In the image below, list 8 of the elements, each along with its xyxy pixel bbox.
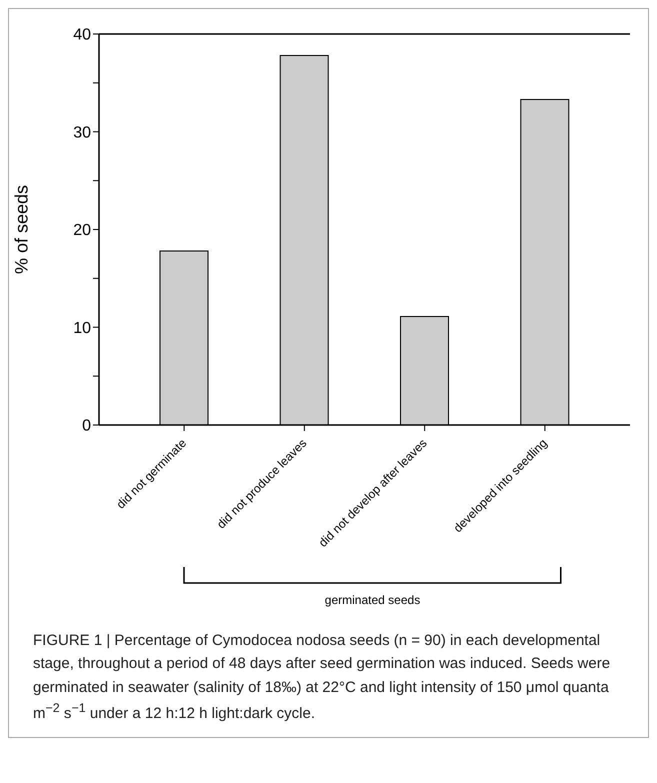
y-tick-label: 30	[73, 124, 92, 142]
y-axis-title: % of seeds	[11, 184, 32, 274]
y-tick-label: 20	[73, 222, 92, 240]
y-tick-label: 40	[73, 26, 92, 44]
text: germinated seeds	[324, 593, 422, 607]
caption: FIGURE 1 | Percentage of Cymodocea nodosa seeds (n = 90) in each developmental stage, throughout a period of 48 days after seed germination was induced. Seeds were germinated in seawater (salinity of 18‰) at 22°C and light intensity of 150 μmol quanta m$^{−2}$ s$^{−1}$ under a 12 h:12 h light:dark cycle.	[32, 631, 612, 724]
y-tick-label: 0	[82, 418, 92, 435]
y-tick-label: 10	[73, 320, 92, 337]
